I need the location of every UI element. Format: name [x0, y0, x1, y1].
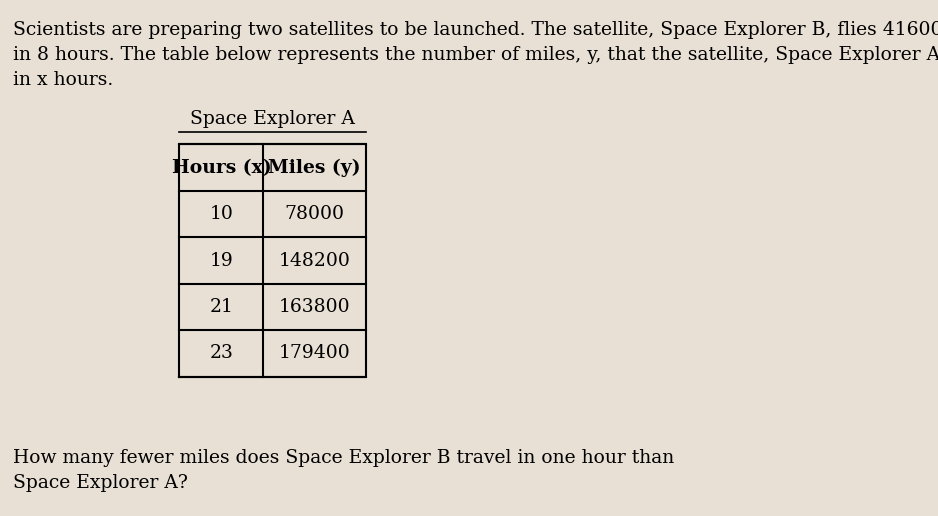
Text: 19: 19: [209, 252, 234, 269]
Text: Scientists are preparing two satellites to be launched. The satellite, Space Exp: Scientists are preparing two satellites …: [13, 21, 938, 89]
Text: 78000: 78000: [284, 205, 344, 223]
Text: 179400: 179400: [279, 345, 350, 362]
Text: How many fewer miles does Space Explorer B travel in one hour than
Space Explore: How many fewer miles does Space Explorer…: [13, 449, 674, 492]
Text: Miles (y): Miles (y): [268, 158, 361, 177]
Text: Space Explorer A: Space Explorer A: [190, 110, 355, 127]
Text: 10: 10: [209, 205, 234, 223]
Text: 163800: 163800: [279, 298, 350, 316]
Text: Hours (x): Hours (x): [172, 159, 271, 176]
Text: 23: 23: [209, 345, 234, 362]
Text: 21: 21: [209, 298, 234, 316]
Text: 148200: 148200: [279, 252, 351, 269]
